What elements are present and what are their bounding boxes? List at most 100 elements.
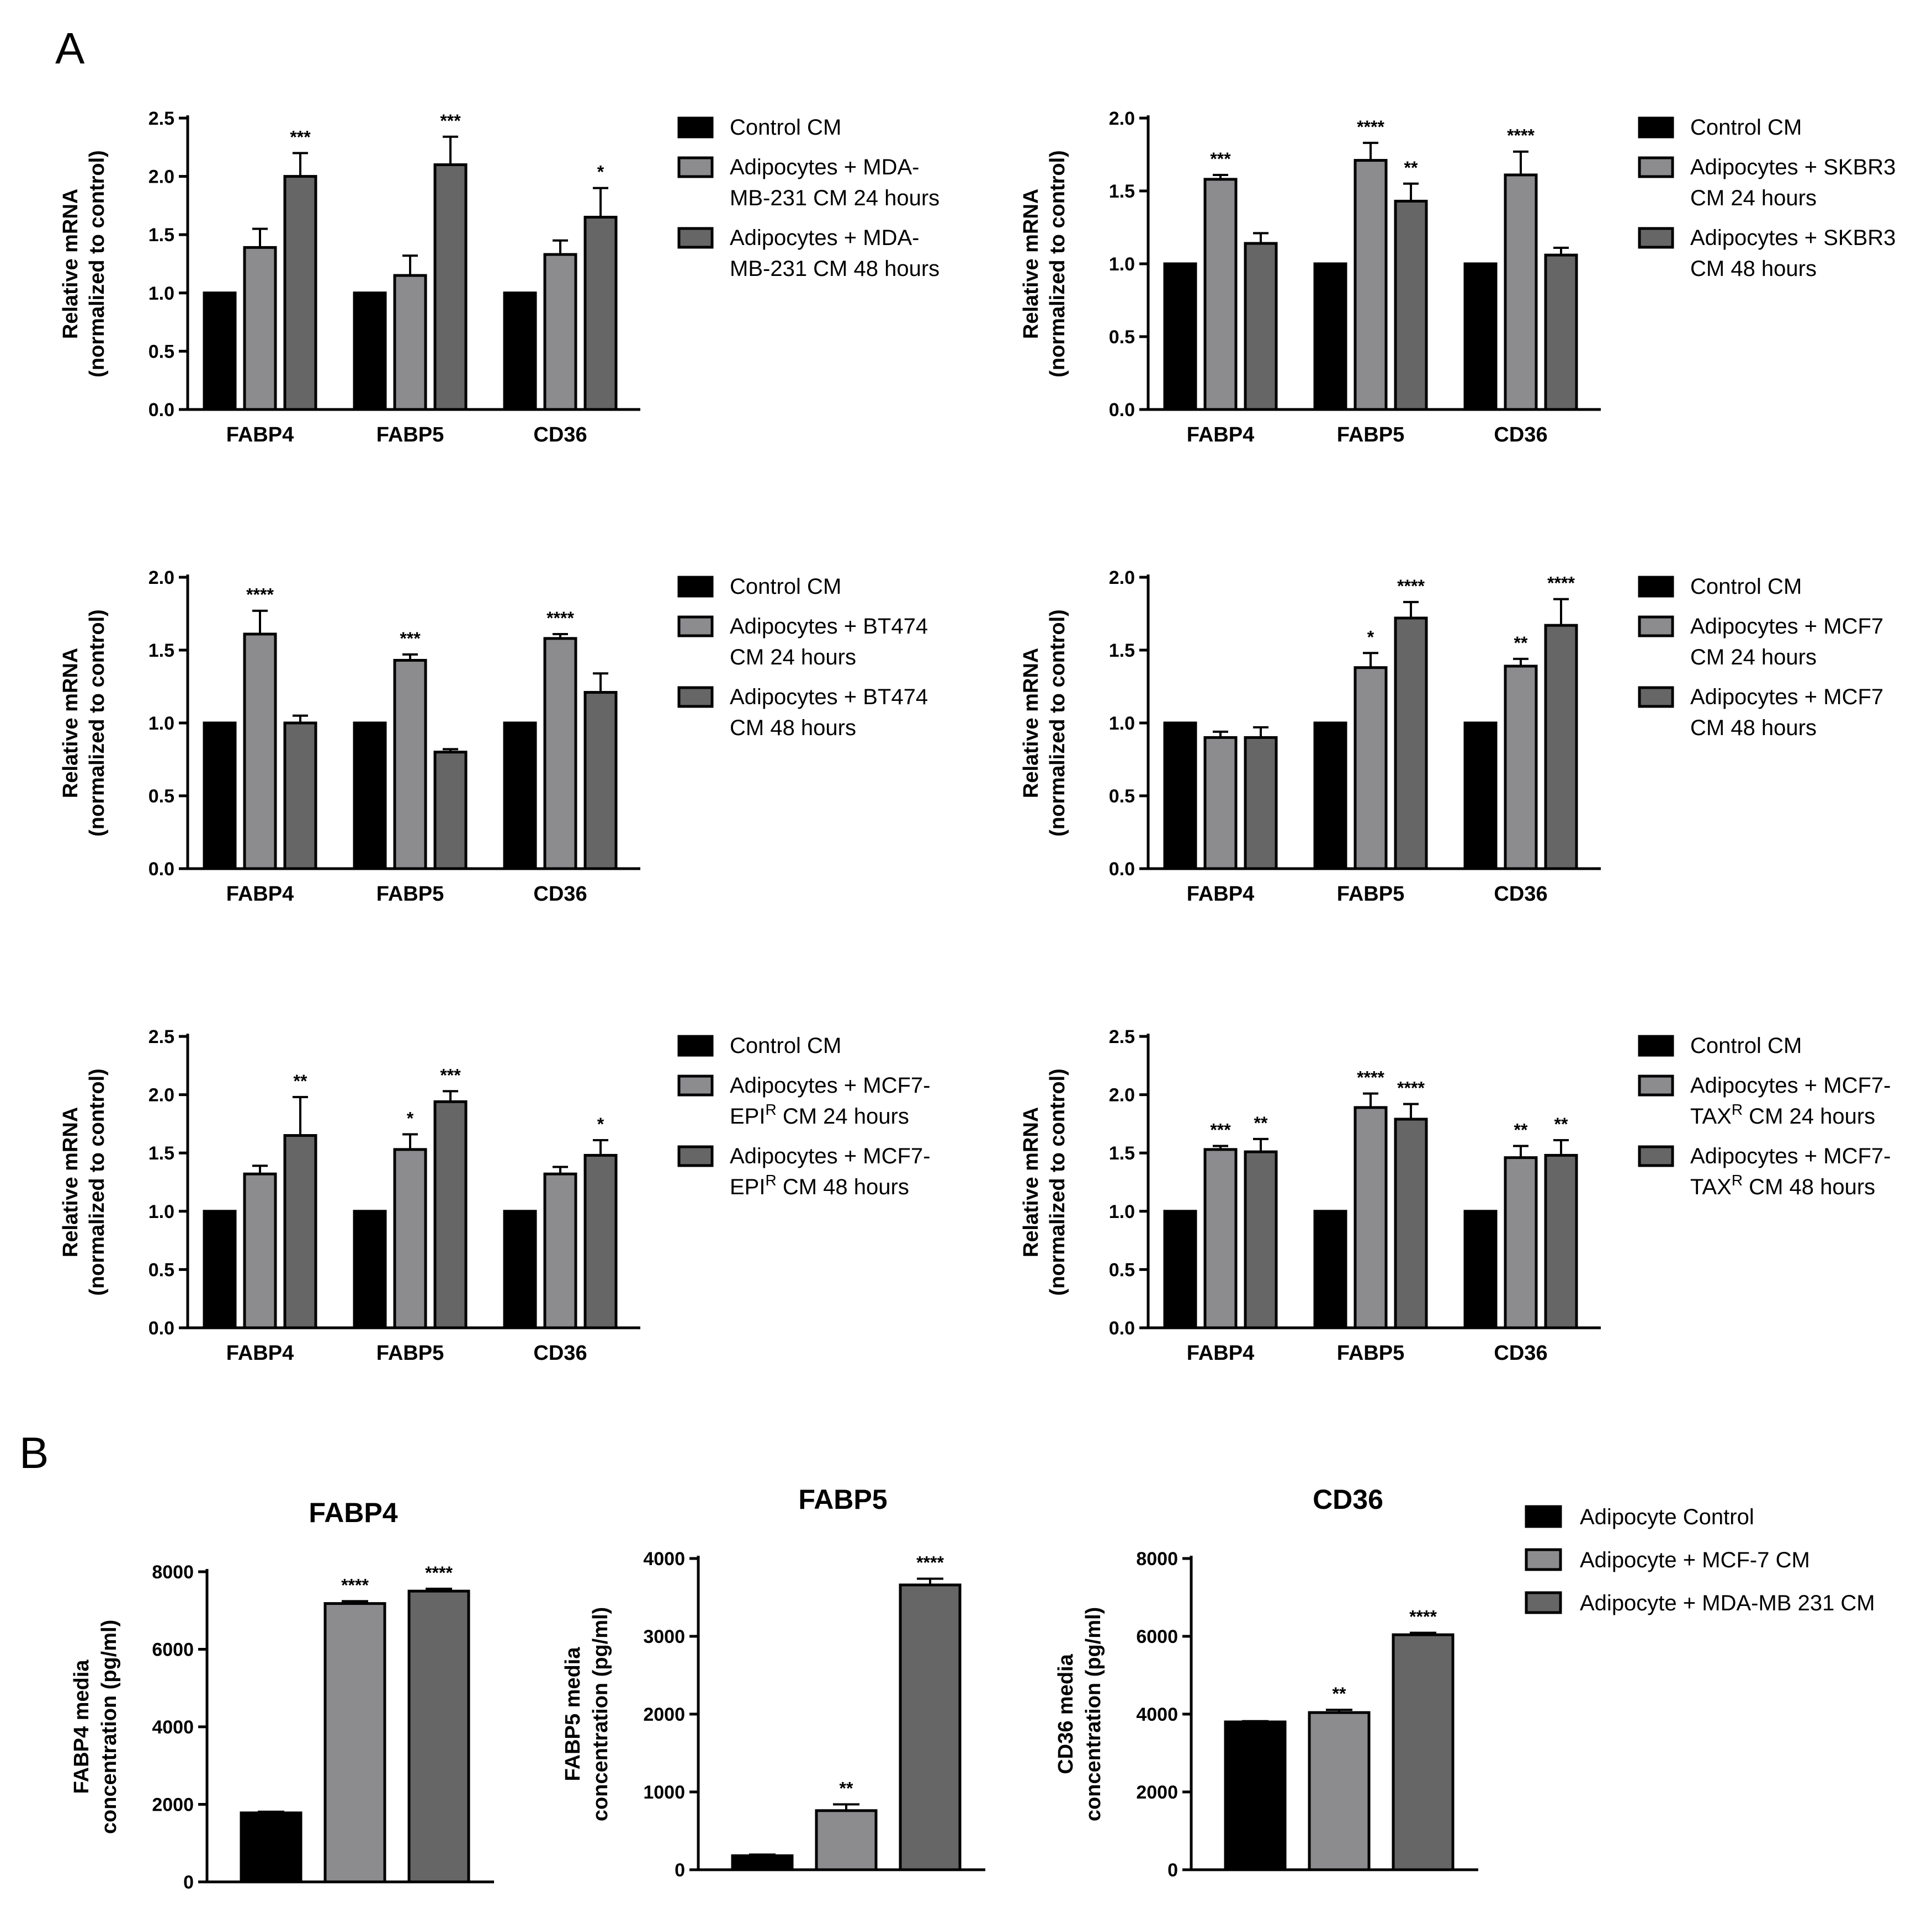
bar: [1224, 1720, 1287, 1871]
y-tick-label: 3000: [643, 1626, 685, 1647]
y-axis-label: (normalized to control): [1046, 609, 1069, 837]
y-tick-label: 4000: [152, 1717, 194, 1738]
chart-a2: 0.0 0.5 1.0 1.5 2.0 Relative mRNA (normalized …: [1020, 108, 1896, 446]
y-axis-label: (normalized to control): [1046, 1068, 1069, 1296]
legend-swatch: [1638, 615, 1674, 637]
legend-swatch: [1638, 1074, 1674, 1097]
significance-label: ****: [1547, 573, 1575, 593]
bar: [1163, 1210, 1197, 1329]
significance-label: **: [1514, 633, 1528, 653]
bar: [543, 253, 577, 411]
x-category-label: FABP5: [376, 423, 444, 446]
y-tick-label: 1.5: [148, 225, 174, 246]
y-tick-label: 0: [1167, 1860, 1178, 1881]
bar: [899, 1583, 962, 1871]
legend-swatch: [1525, 1591, 1562, 1614]
significance-label: *: [1367, 627, 1374, 647]
y-tick-label: 0.5: [1109, 327, 1135, 348]
y-tick-label: 2.0: [148, 567, 174, 588]
legend-b: Adipocyte Control Adipocyte + MCF-7 CM Adi…: [1525, 1505, 1875, 1615]
significance-label: ***: [440, 1065, 461, 1085]
legend-swatch: [1525, 1505, 1562, 1528]
legend-label: Adipocytes + SKBR3: [1690, 155, 1896, 179]
bar: [1203, 178, 1238, 411]
legend-swatch: [1638, 227, 1674, 249]
bar: [1163, 721, 1197, 870]
y-axis-label: Relative mRNA: [1020, 648, 1043, 798]
legend-label: Control CM: [1690, 1034, 1802, 1058]
legend-label: Control CM: [1690, 115, 1802, 140]
legend-label: Adipocyte + MCF-7 CM: [1580, 1548, 1810, 1572]
y-tick-label: 4000: [1136, 1704, 1178, 1725]
legend-label: EPIR CM 24 hours: [730, 1101, 909, 1129]
legend-label: Adipocytes + BT474: [730, 614, 928, 639]
bar: [1203, 736, 1238, 870]
bar: [1394, 199, 1428, 411]
y-tick-label: 2.0: [1109, 567, 1135, 588]
chart-title: FABP4: [309, 1497, 397, 1528]
legend-label: Control CM: [730, 115, 841, 140]
significance-label: ****: [916, 1553, 944, 1573]
bar: [203, 291, 237, 411]
y-tick-label: 0.0: [1109, 400, 1135, 421]
significance-label: ****: [1409, 1607, 1437, 1627]
y-tick-label: 0.0: [148, 859, 174, 880]
y-tick-label: 1.0: [1109, 1201, 1135, 1222]
bar: [283, 721, 317, 870]
chart-a3: 0.0 0.5 1.0 1.5 2.0 Relative mRNA (normalized …: [59, 567, 928, 906]
y-axis-label: Relative mRNA: [59, 1107, 82, 1257]
bar: [1244, 1150, 1278, 1329]
significance-label: *: [407, 1108, 414, 1128]
y-axis-label: Relative mRNA: [1020, 1107, 1043, 1257]
y-tick-label: 2.0: [148, 1085, 174, 1106]
y-tick-label: 4000: [643, 1549, 685, 1570]
x-category-label: FABP4: [1187, 423, 1254, 446]
legend-label: Adipocytes + SKBR3: [1690, 226, 1896, 250]
bar: [1244, 736, 1278, 870]
y-axis-label: concentration (pg/ml): [98, 1620, 121, 1834]
significance-label: ****: [425, 1563, 453, 1583]
y-tick-label: 0.0: [148, 400, 174, 421]
legend-label: Control CM: [730, 1034, 841, 1058]
chart-a4: 0.0 0.5 1.0 1.5 2.0 Relative mRNA (normalized …: [1020, 567, 1883, 906]
x-category-label: FABP5: [1337, 1342, 1404, 1365]
y-tick-label: 0.5: [148, 341, 174, 362]
bar: [1463, 1210, 1498, 1329]
significance-label: ****: [546, 608, 574, 628]
y-axis-label: concentration (pg/ml): [589, 1607, 612, 1821]
significance-label: ****: [1397, 1078, 1425, 1098]
y-tick-label: 0.5: [1109, 1259, 1135, 1280]
legend-label: CM 48 hours: [730, 716, 856, 740]
y-tick-label: 2000: [152, 1795, 194, 1816]
bar: [1392, 1633, 1455, 1871]
significance-label: *: [597, 1114, 604, 1134]
y-tick-label: 0.0: [1109, 859, 1135, 880]
significance-label: ***: [1210, 149, 1231, 169]
bar: [583, 1153, 618, 1329]
bar: [815, 1809, 878, 1871]
legend-label: Adipocytes + MCF7-: [730, 1144, 930, 1168]
y-tick-label: 1.0: [1109, 254, 1135, 275]
bar: [503, 291, 537, 411]
legend-label: Adipocytes + MDA-: [730, 155, 919, 179]
bar: [1244, 242, 1278, 411]
legend-label: CM 24 hours: [730, 645, 856, 669]
chart-a5: 0.0 0.5 1.0 1.5 2.0 2.5 Relative mRNA (normaliz…: [59, 1026, 930, 1365]
y-axis-label: Relative mRNA: [59, 189, 82, 339]
bar: [543, 637, 577, 870]
y-tick-label: 0.5: [148, 786, 174, 807]
legend-label: CM 24 hours: [1690, 645, 1817, 669]
bar: [1163, 262, 1197, 411]
legend-label: CM 48 hours: [1690, 257, 1817, 281]
bar: [283, 175, 317, 411]
bar: [243, 1172, 277, 1329]
legend-swatch: [1638, 1035, 1674, 1057]
legend-label: Adipocyte + MDA-MB 231 CM: [1580, 1591, 1875, 1615]
bar: [407, 1589, 470, 1884]
chart-b1: FABP4 0 2000 4000 6000 8000 FABP4 media concent…: [70, 1497, 494, 1893]
significance-label: **: [1254, 1113, 1268, 1133]
bar: [393, 1148, 427, 1329]
x-category-label: CD36: [1494, 882, 1547, 906]
significance-label: *: [597, 162, 604, 182]
